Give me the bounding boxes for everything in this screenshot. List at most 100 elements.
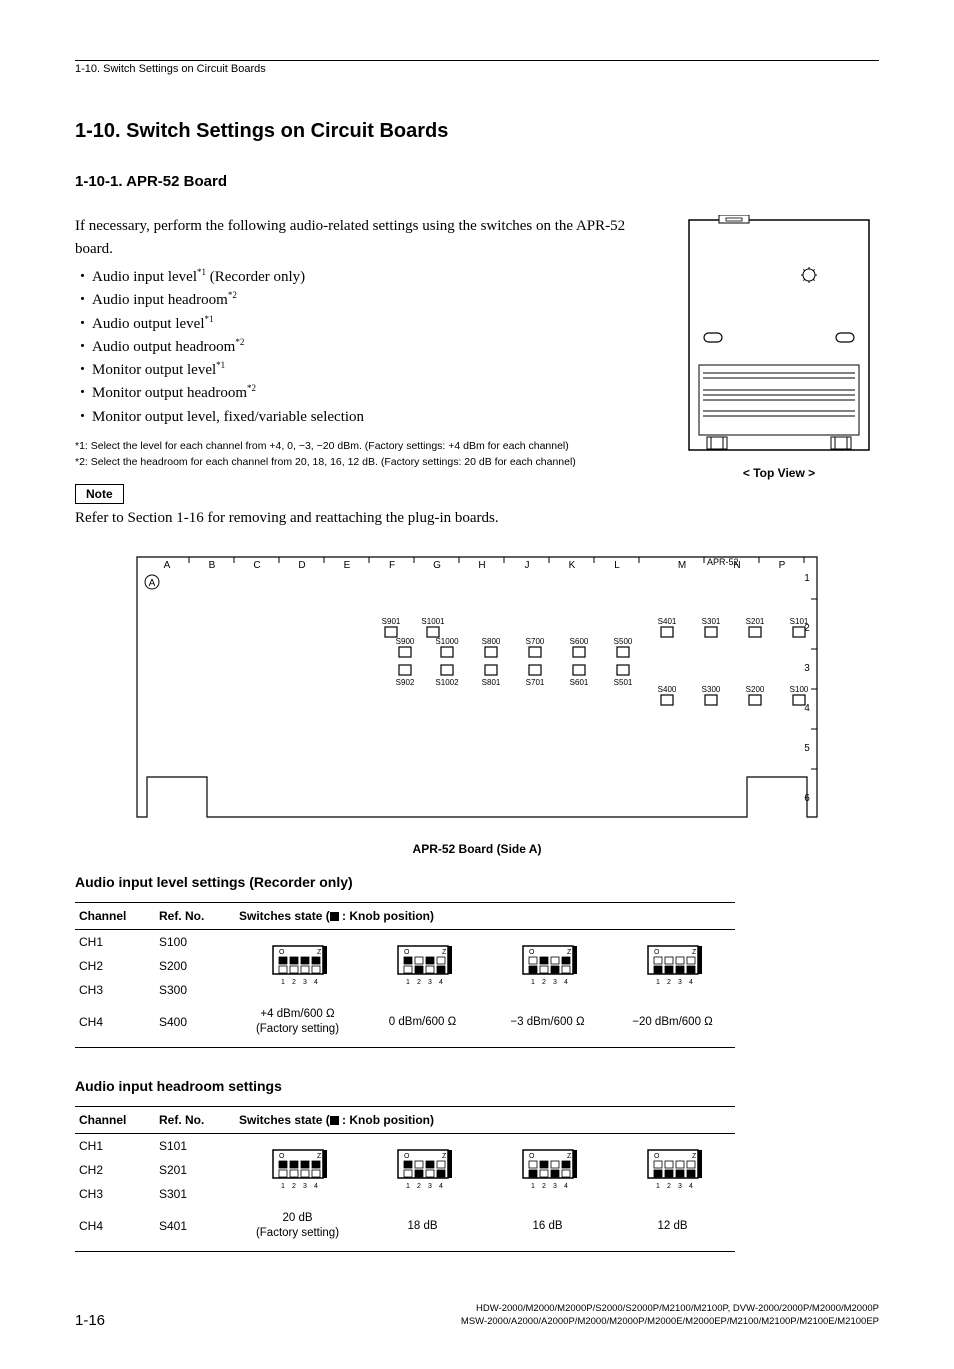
dip-switch-icon: OZ1234 bbox=[392, 1148, 454, 1193]
svg-text:O: O bbox=[279, 949, 285, 956]
note-text: Refer to Section 1-16 for removing and r… bbox=[75, 510, 649, 527]
audio-input-level-table: ChannelRef. No.Switches state ( : Knob p… bbox=[75, 902, 735, 1048]
svg-text:S801: S801 bbox=[482, 678, 501, 687]
svg-text:L: L bbox=[614, 560, 620, 571]
dip-switch-icon: OZ1234 bbox=[392, 944, 454, 989]
svg-text:S101: S101 bbox=[790, 617, 809, 626]
svg-text:Z: Z bbox=[567, 949, 572, 956]
svg-text:3: 3 bbox=[553, 1183, 557, 1190]
svg-text:4: 4 bbox=[314, 1183, 318, 1190]
svg-text:S300: S300 bbox=[702, 685, 721, 694]
bullet-item: Audio input headroom*2 bbox=[75, 289, 649, 312]
svg-text:S100: S100 bbox=[790, 685, 809, 694]
svg-text:2: 2 bbox=[417, 1183, 421, 1190]
svg-text:J: J bbox=[525, 560, 530, 571]
model-list-line2: MSW-2000/A2000/A2000P/M2000/M2000P/M2000… bbox=[461, 1315, 879, 1328]
svg-text:M: M bbox=[678, 560, 686, 571]
svg-text:S1002: S1002 bbox=[435, 678, 459, 687]
svg-text:3: 3 bbox=[804, 663, 810, 674]
bullet-item: Monitor output level, fixed/variable sel… bbox=[75, 406, 649, 429]
svg-text:Z: Z bbox=[442, 1153, 447, 1160]
svg-text:5: 5 bbox=[804, 743, 810, 754]
svg-text:S901: S901 bbox=[382, 617, 401, 626]
svg-text:Z: Z bbox=[692, 1153, 697, 1160]
svg-text:3: 3 bbox=[428, 979, 432, 986]
table-row: CH1S100OZ1234OZ1234OZ1234OZ1234 bbox=[75, 930, 735, 955]
svg-text:Z: Z bbox=[442, 949, 447, 956]
svg-text:S900: S900 bbox=[396, 637, 415, 646]
switch-state-label: +4 dBm/600 Ω(Factory setting) bbox=[235, 1002, 360, 1047]
table-row: CH4S40120 dB(Factory setting)18 dB16 dB1… bbox=[75, 1206, 735, 1251]
svg-text:O: O bbox=[404, 949, 410, 956]
bullet-item: Audio input level*1 (Recorder only) bbox=[75, 266, 649, 289]
dip-switch-icon: OZ1234 bbox=[642, 1148, 704, 1193]
footnotes: *1: Select the level for each channel fr… bbox=[75, 439, 649, 471]
svg-text:3: 3 bbox=[678, 979, 682, 986]
bullet-list: Audio input level*1 (Recorder only)Audio… bbox=[75, 266, 649, 429]
switch-state-label: 16 dB bbox=[485, 1206, 610, 1251]
intro-text: If necessary, perform the following audi… bbox=[75, 215, 649, 260]
dip-switch-icon: O Z 1234 bbox=[642, 944, 704, 989]
svg-text:D: D bbox=[298, 560, 305, 571]
svg-text:Z: Z bbox=[317, 1153, 322, 1160]
dip-switch-icon: OZ1234 bbox=[267, 1148, 329, 1193]
svg-text:3: 3 bbox=[553, 979, 557, 986]
svg-text:S902: S902 bbox=[396, 678, 415, 687]
svg-text:Z: Z bbox=[692, 949, 697, 956]
dip-switch-icon: OZ1234 bbox=[517, 1148, 579, 1193]
svg-text:G: G bbox=[433, 560, 441, 571]
svg-text:2: 2 bbox=[542, 979, 546, 986]
svg-text:S500: S500 bbox=[614, 637, 633, 646]
svg-text:6: 6 bbox=[804, 793, 810, 804]
svg-text:2: 2 bbox=[542, 1183, 546, 1190]
svg-text:2: 2 bbox=[292, 979, 296, 986]
svg-text:1: 1 bbox=[406, 1183, 410, 1190]
svg-text:4: 4 bbox=[314, 979, 318, 986]
svg-text:S1000: S1000 bbox=[435, 637, 459, 646]
bullet-item: Monitor output headroom*2 bbox=[75, 382, 649, 405]
svg-text:Z: Z bbox=[317, 949, 322, 956]
svg-text:S600: S600 bbox=[570, 637, 589, 646]
svg-text:4: 4 bbox=[564, 979, 568, 986]
svg-text:A: A bbox=[164, 560, 171, 571]
svg-text:S701: S701 bbox=[526, 678, 545, 687]
svg-text:4: 4 bbox=[439, 1183, 443, 1190]
svg-text:2: 2 bbox=[667, 979, 671, 986]
switch-state-label: 20 dB(Factory setting) bbox=[235, 1206, 360, 1251]
model-list-line1: HDW-2000/M2000/M2000P/S2000/S2000P/M2100… bbox=[461, 1302, 879, 1315]
svg-text:F: F bbox=[389, 560, 395, 571]
bullet-item: Audio output level*1 bbox=[75, 313, 649, 336]
svg-text:S601: S601 bbox=[570, 678, 589, 687]
svg-text:APR-52: APR-52 bbox=[707, 557, 739, 567]
svg-text:H: H bbox=[478, 560, 485, 571]
model-list: HDW-2000/M2000/M2000P/S2000/S2000P/M2100… bbox=[461, 1302, 879, 1329]
svg-text:1: 1 bbox=[804, 573, 810, 584]
svg-text:3: 3 bbox=[428, 1183, 432, 1190]
header-breadcrumb: 1-10. Switch Settings on Circuit Boards bbox=[75, 60, 879, 75]
svg-text:S501: S501 bbox=[614, 678, 633, 687]
svg-text:O: O bbox=[654, 1153, 660, 1160]
switch-state-label: 12 dB bbox=[610, 1206, 735, 1251]
svg-text:4: 4 bbox=[689, 979, 693, 986]
svg-text:O: O bbox=[529, 1153, 535, 1160]
svg-text:S800: S800 bbox=[482, 637, 501, 646]
svg-text:1: 1 bbox=[656, 1183, 660, 1190]
svg-text:O: O bbox=[279, 1153, 285, 1160]
svg-text:S1001: S1001 bbox=[421, 617, 445, 626]
bullet-item: Audio output headroom*2 bbox=[75, 336, 649, 359]
svg-text:1: 1 bbox=[406, 979, 410, 986]
svg-text:K: K bbox=[569, 560, 576, 571]
svg-text:1: 1 bbox=[656, 979, 660, 986]
svg-text:P: P bbox=[779, 560, 786, 571]
svg-text:E: E bbox=[344, 560, 351, 571]
svg-text:A: A bbox=[149, 578, 156, 589]
svg-text:2: 2 bbox=[667, 1183, 671, 1190]
page-number: 1-16 bbox=[75, 1312, 105, 1329]
audio-input-headroom-table: ChannelRef. No.Switches state ( : Knob p… bbox=[75, 1106, 735, 1252]
svg-text:S200: S200 bbox=[746, 685, 765, 694]
dip-switch-icon: OZ1234 bbox=[267, 944, 329, 989]
switch-state-label: −3 dBm/600 Ω bbox=[485, 1002, 610, 1047]
svg-text:1: 1 bbox=[531, 1183, 535, 1190]
svg-text:O: O bbox=[654, 949, 660, 956]
switch-state-label: 0 dBm/600 Ω bbox=[360, 1002, 485, 1047]
